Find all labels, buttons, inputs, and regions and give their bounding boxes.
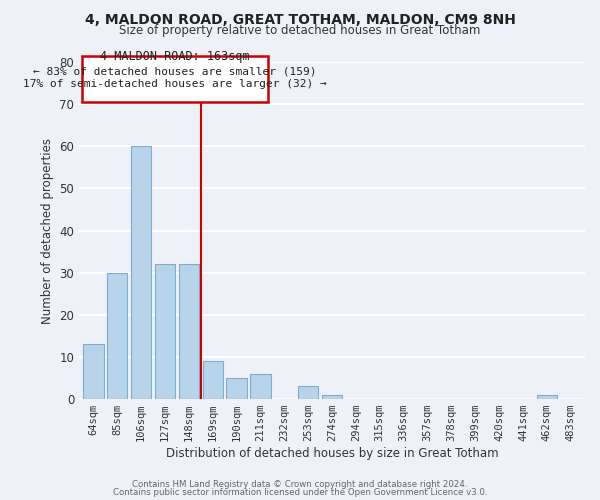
Bar [155,264,175,399]
Bar [83,344,104,399]
Text: 17% of semi-detached houses are larger (32) →: 17% of semi-detached houses are larger (… [23,80,326,90]
Bar [298,386,319,399]
Bar [536,395,557,399]
Bar [131,146,151,399]
Text: 4 MALDON ROAD: 163sqm: 4 MALDON ROAD: 163sqm [100,50,250,63]
Bar [322,395,342,399]
Text: Size of property relative to detached houses in Great Totham: Size of property relative to detached ho… [119,24,481,37]
Bar [179,264,199,399]
Text: 4, MALDON ROAD, GREAT TOTHAM, MALDON, CM9 8NH: 4, MALDON ROAD, GREAT TOTHAM, MALDON, CM… [85,12,515,26]
Text: ← 83% of detached houses are smaller (159): ← 83% of detached houses are smaller (15… [33,67,316,77]
Text: Contains public sector information licensed under the Open Government Licence v3: Contains public sector information licen… [113,488,487,497]
Y-axis label: Number of detached properties: Number of detached properties [41,138,54,324]
Bar [226,378,247,399]
Bar [107,272,127,399]
FancyBboxPatch shape [82,56,268,102]
Text: Contains HM Land Registry data © Crown copyright and database right 2024.: Contains HM Land Registry data © Crown c… [132,480,468,489]
Bar [203,361,223,399]
X-axis label: Distribution of detached houses by size in Great Totham: Distribution of detached houses by size … [166,447,499,460]
Bar [250,374,271,399]
